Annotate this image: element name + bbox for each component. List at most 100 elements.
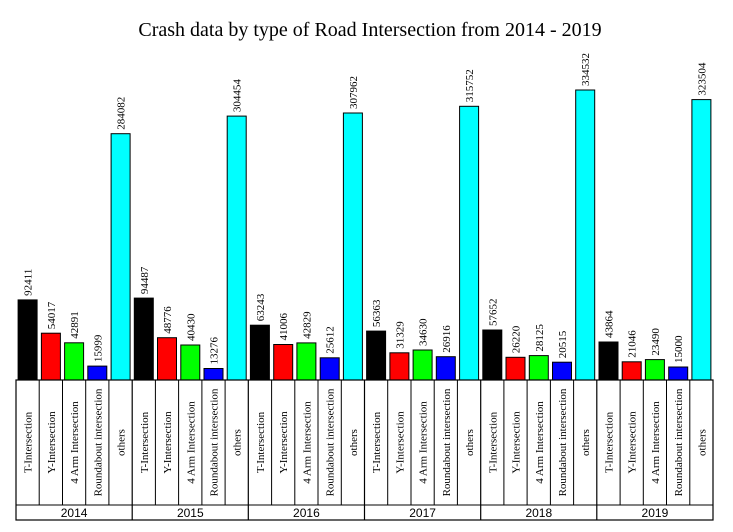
bar-2018-1 (505, 356, 526, 381)
data-label-2014-4: 284082 (116, 97, 128, 130)
data-label-2019-2: 23490 (650, 328, 662, 356)
data-label-2016-1: 41006 (278, 313, 290, 341)
data-label-2017-4: 315752 (464, 69, 476, 102)
group-label-2014: 2014 (61, 506, 88, 520)
group-label-2015: 2015 (177, 506, 204, 520)
category-label-2014-3: Roundabout intersection (92, 388, 104, 496)
category-label-2017-1: Y-Intersection (394, 411, 406, 474)
category-label-2016-0: T-Intersection (255, 411, 267, 473)
bar-2018-0 (482, 329, 503, 381)
data-label-2019-0: 43864 (604, 310, 616, 338)
category-label-2016-1: Y-Intersection (278, 411, 290, 474)
category-label-2014-1: Y-Intersection (46, 411, 58, 474)
category-label-2016-3: Roundabout intersection (325, 388, 337, 496)
bar-2016-3 (319, 357, 340, 381)
category-label-2017-3: Roundabout intersection (441, 388, 453, 496)
data-label-2014-0: 92411 (23, 269, 35, 296)
category-label-2019-4: others (696, 429, 708, 456)
bar-2017-0 (366, 330, 387, 381)
data-label-2016-2: 42829 (301, 311, 313, 339)
data-label-2018-2: 28125 (534, 324, 546, 352)
bar-2019-1 (621, 361, 642, 381)
group-label-2019: 2019 (642, 506, 669, 520)
data-label-2016-3: 25612 (325, 326, 337, 354)
category-label-2015-3: Roundabout intersection (209, 388, 221, 496)
bar-2019-2 (644, 359, 665, 381)
group-label-2018: 2018 (525, 506, 552, 520)
data-label-2016-4: 307962 (348, 76, 360, 109)
bars-layer (17, 89, 712, 381)
data-label-2019-3: 15000 (673, 335, 685, 363)
bar-2014-2 (64, 342, 85, 381)
category-label-2017-4: others (464, 429, 476, 456)
bar-2019-4 (691, 99, 712, 381)
category-label-2015-2: 4 Arm Intersection (185, 401, 197, 484)
bar-2017-1 (389, 352, 410, 381)
category-label-2015-1: Y-Intersection (162, 411, 174, 474)
data-label-2016-0: 63243 (255, 293, 267, 321)
bar-2019-3 (668, 366, 689, 381)
bar-2016-4 (342, 112, 363, 381)
bar-2015-3 (203, 368, 224, 381)
data-label-2018-3: 20515 (557, 330, 569, 358)
bar-2014-3 (87, 365, 108, 381)
table-frame (15, 379, 714, 521)
category-label-2014-0: T-Intersection (23, 411, 35, 473)
category-label-2019-0: T-Intersection (604, 411, 616, 473)
bar-2018-2 (528, 355, 549, 381)
data-label-2017-0: 56363 (371, 299, 383, 327)
data-label-2019-4: 323504 (696, 62, 708, 96)
data-label-2017-1: 31329 (394, 321, 406, 349)
bar-2017-3 (435, 356, 456, 381)
group-label-2017: 2017 (409, 506, 436, 520)
bar-2017-2 (412, 349, 433, 381)
category-label-2014-4: others (116, 429, 128, 456)
data-label-2017-2: 34630 (418, 318, 430, 346)
bar-2015-4 (226, 115, 247, 381)
bar-2016-1 (273, 344, 294, 381)
bar-2018-3 (552, 361, 572, 381)
category-label-2019-2: 4 Arm Intersection (650, 401, 662, 484)
category-label-2018-2: 4 Arm Intersection (534, 401, 546, 484)
data-label-2018-0: 57652 (487, 299, 499, 327)
category-label-2017-2: 4 Arm Intersection (418, 401, 430, 484)
data-label-2015-4: 304454 (232, 79, 244, 113)
data-label-2019-1: 21046 (627, 330, 639, 358)
group-label-2016: 2016 (293, 506, 320, 520)
chart-title: Crash data by type of Road Intersection … (138, 19, 601, 41)
category-label-2018-4: others (580, 429, 592, 456)
category-label-2018-0: T-Intersection (487, 411, 499, 473)
bar-2014-0 (17, 299, 38, 381)
data-label-2014-2: 42891 (69, 311, 81, 339)
data-label-2017-3: 26916 (441, 325, 453, 353)
category-label-2015-0: T-Intersection (139, 411, 151, 473)
category-label-2017-0: T-Intersection (371, 411, 383, 473)
data-label-2015-1: 48776 (162, 306, 174, 334)
category-label-2019-1: Y-Intersection (627, 411, 639, 474)
data-labels-layer: 92411 54017 42891 15999 284082 94487 48776 4043… (23, 53, 709, 365)
category-table: T-Intersection Y-Intersection 4 Arm Inters… (15, 379, 714, 521)
data-label-2014-1: 54017 (46, 301, 58, 329)
data-label-2015-3: 13276 (209, 337, 221, 365)
bar-2017-4 (459, 105, 480, 381)
bar-2015-2 (180, 344, 201, 381)
data-label-2015-0: 94487 (139, 266, 151, 294)
bar-2019-0 (598, 341, 619, 381)
category-label-2015-4: others (232, 429, 244, 456)
bar-2014-4 (110, 133, 131, 381)
data-label-2018-4: 334532 (580, 53, 592, 86)
bar-2014-1 (40, 332, 61, 381)
category-label-2018-3: Roundabout intersection (557, 388, 569, 496)
category-label-2019-3: Roundabout intersection (673, 388, 685, 496)
category-label-2018-1: Y-Intersection (511, 411, 523, 474)
bar-2015-0 (133, 297, 154, 381)
category-label-2016-4: others (348, 429, 360, 456)
category-label-2016-2: 4 Arm Intersection (301, 401, 313, 484)
bar-2016-2 (296, 342, 317, 381)
data-label-2014-3: 15999 (92, 334, 104, 362)
bar-2018-4 (575, 89, 596, 381)
bar-2016-0 (249, 324, 270, 381)
bar-2015-1 (157, 337, 177, 381)
category-label-2014-2: 4 Arm Intersection (69, 401, 81, 484)
